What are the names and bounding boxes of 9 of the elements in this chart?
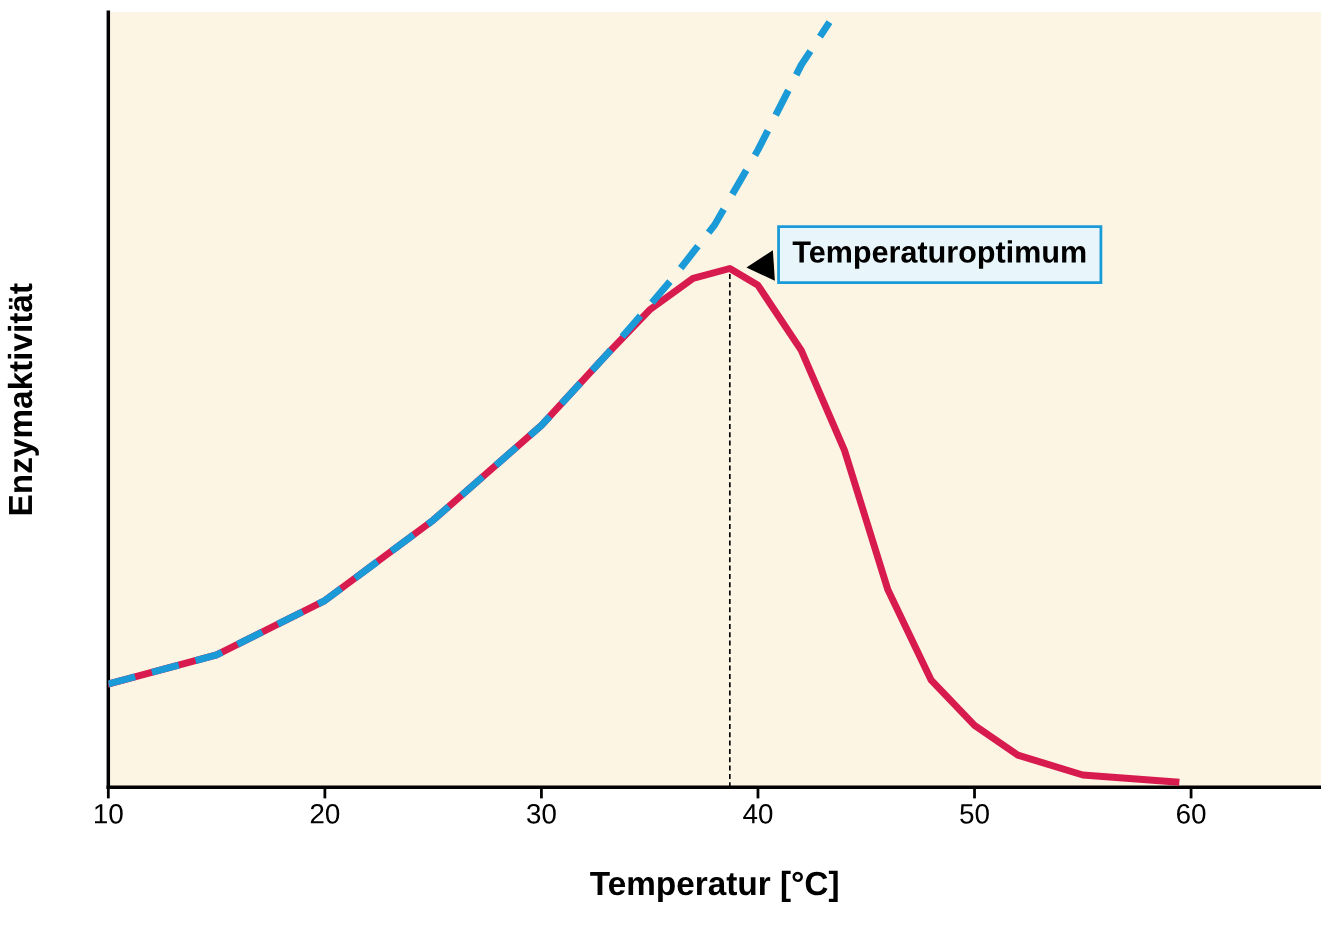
x-tick-label: 10: [94, 803, 123, 824]
x-tick-label: 50: [960, 803, 989, 824]
x-tick-label: 20: [310, 803, 340, 824]
y-axis-title: Enzymaktivität: [7, 283, 39, 515]
x-axis-title: Temperatur [°C]: [590, 870, 838, 902]
x-tick-label: 40: [743, 803, 773, 824]
x-tick-label: 30: [527, 803, 556, 824]
annotation: Temperaturoptimum: [792, 240, 1086, 269]
x-tick-label: 60: [1177, 803, 1206, 824]
